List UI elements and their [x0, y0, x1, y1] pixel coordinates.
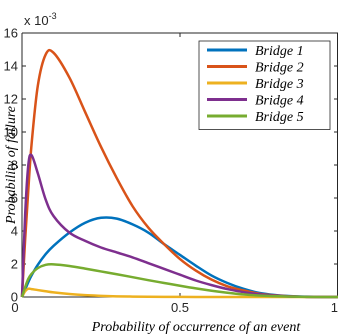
- y-tick-label: 12: [4, 92, 18, 107]
- x-tick-label: 0: [11, 300, 18, 315]
- x-tick-label: 0.5: [171, 300, 189, 315]
- legend-label-bridge-2: Bridge 2: [255, 61, 304, 76]
- y-tick-label: 14: [4, 59, 18, 74]
- series-lines: [20, 48, 338, 299]
- legend-label-bridge-3: Bridge 3: [255, 77, 304, 92]
- series-line-bridge-4: [20, 153, 338, 299]
- y-tick-label: 2: [11, 257, 18, 272]
- legend-label-bridge-4: Bridge 4: [255, 94, 304, 109]
- y-tick-label: 4: [11, 224, 18, 239]
- y-tick-label: 6: [11, 191, 18, 206]
- x-tick-label: 1: [331, 300, 338, 315]
- y-axis-title: Probability of failure: [4, 106, 19, 225]
- y-tick-label: 10: [4, 125, 18, 140]
- legend-label-bridge-5: Bridge 5: [255, 110, 304, 125]
- y-tick-label: 0: [11, 290, 18, 305]
- y-tick-label: 8: [11, 158, 18, 173]
- x-axis-title: Probability of occurrence of an event: [91, 320, 302, 335]
- series-line-bridge-5: [20, 262, 338, 299]
- legend-box: [198, 40, 331, 130]
- y-tick-label: 16: [4, 26, 18, 41]
- ticks: 0 2 4 6 8 10 12 14 16 0 0.5 1: [4, 26, 338, 315]
- y-axis-multiplier: x 10-3: [24, 11, 57, 28]
- legend-label-bridge-1: Bridge 1: [255, 44, 304, 59]
